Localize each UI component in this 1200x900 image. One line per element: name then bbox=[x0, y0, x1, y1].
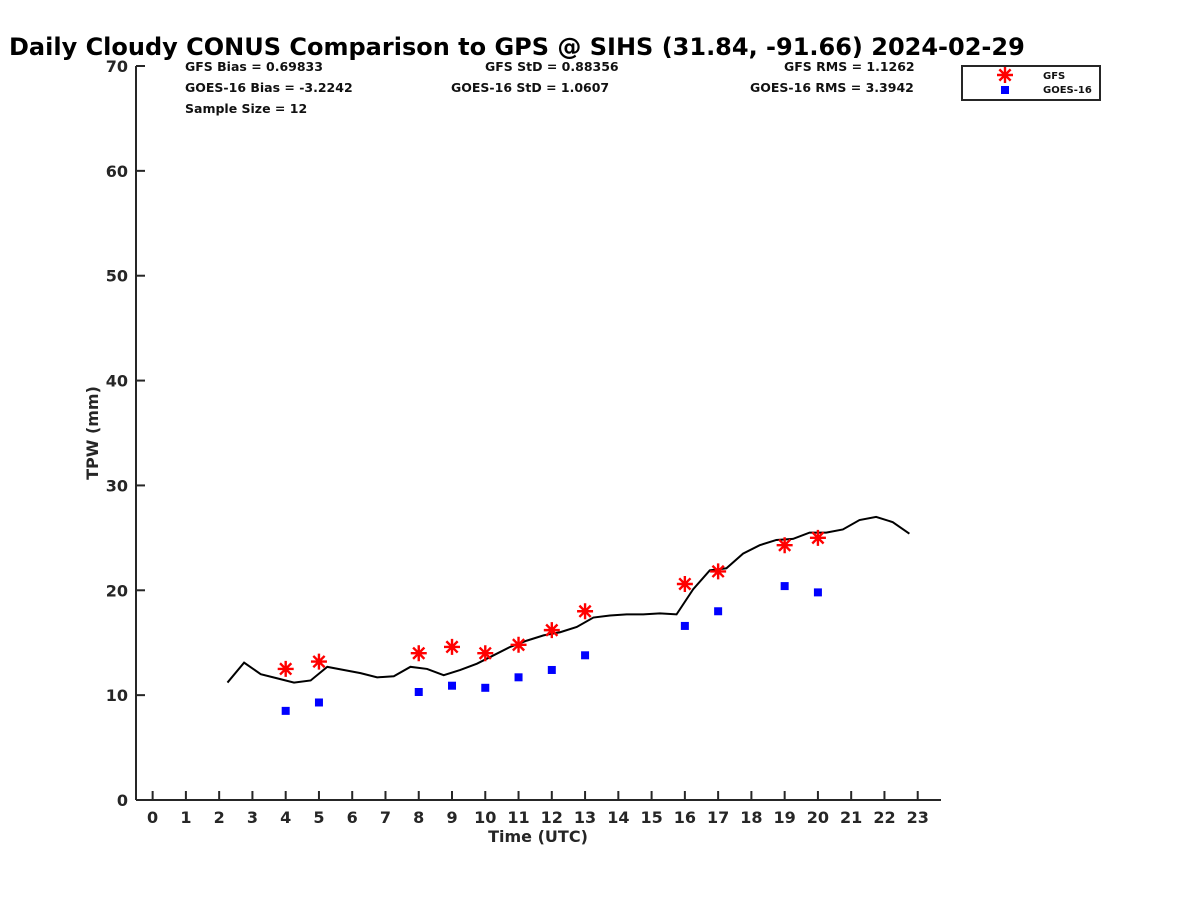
x-tick-label: 1 bbox=[180, 808, 191, 827]
x-tick-label: 6 bbox=[347, 808, 358, 827]
y-tick-label: 50 bbox=[106, 267, 128, 286]
x-tick-label: 8 bbox=[413, 808, 424, 827]
x-tick-label: 22 bbox=[873, 808, 895, 827]
x-tick-label: 0 bbox=[147, 808, 158, 827]
goes16-point bbox=[714, 607, 723, 616]
goes16-point bbox=[414, 687, 423, 696]
gfs-series bbox=[277, 529, 826, 677]
goes-rms-text: GOES-16 RMS = 3.3942 bbox=[750, 80, 914, 95]
x-tick-label: 16 bbox=[674, 808, 696, 827]
gfs-bias-text: GFS Bias = 0.69833 bbox=[185, 59, 323, 74]
goes16-point bbox=[780, 582, 789, 591]
sample-size-text: Sample Size = 12 bbox=[185, 101, 307, 116]
x-tick-label: 15 bbox=[640, 808, 662, 827]
legend: GFS GOES-16 bbox=[961, 65, 1101, 101]
gfs-point bbox=[477, 645, 494, 662]
gfs-point bbox=[444, 638, 461, 655]
stats-block: GFS Bias = 0.69833 GFS StD = 0.88356 GFS… bbox=[185, 59, 915, 116]
x-tick-label: 12 bbox=[541, 808, 563, 827]
goes16-point bbox=[481, 683, 490, 692]
y-axis-label: TPW (mm) bbox=[83, 386, 102, 480]
x-tick-label: 17 bbox=[707, 808, 729, 827]
plot-area bbox=[135, 66, 941, 801]
goes16-point bbox=[581, 651, 590, 660]
gfs-point bbox=[776, 537, 793, 554]
x-tick-label: 20 bbox=[807, 808, 829, 827]
y-tick-label: 60 bbox=[106, 162, 128, 181]
gfs-point bbox=[676, 575, 693, 592]
x-ticks: 0 1 2 3 4 5 6 7 8 9 10 11 12 13 14 15 16 17 18 19 20 21 22 23 bbox=[147, 791, 929, 827]
legend-gfs-star-mark bbox=[997, 67, 1013, 83]
goes16-point bbox=[547, 665, 556, 674]
goes16-point bbox=[680, 621, 689, 630]
legend-goes-square-icon bbox=[1001, 86, 1009, 94]
legend-gfs-star-icon bbox=[997, 67, 1013, 83]
goes16-point bbox=[514, 673, 523, 682]
goes16-point bbox=[281, 706, 290, 715]
goes-std-text: GOES-16 StD = 1.0607 bbox=[451, 80, 609, 95]
gfs-point bbox=[710, 563, 727, 580]
x-axis-label: Time (UTC) bbox=[488, 827, 588, 846]
x-tick-label: 3 bbox=[247, 808, 258, 827]
gps-tpw-line bbox=[226, 515, 910, 684]
y-tick-label: 30 bbox=[106, 476, 128, 495]
x-tick-label: 18 bbox=[740, 808, 762, 827]
gfs-std-text: GFS StD = 0.88356 bbox=[485, 59, 619, 74]
y-ticks: 0 10 20 30 40 50 60 70 bbox=[106, 57, 145, 810]
chart-title: Daily Cloudy CONUS Comparison to GPS @ S… bbox=[9, 33, 1025, 61]
y-tick-label: 40 bbox=[106, 372, 128, 391]
gfs-rms-text: GFS RMS = 1.1262 bbox=[784, 59, 915, 74]
gfs-point bbox=[277, 660, 294, 677]
goes-bias-text: GOES-16 Bias = -3.2242 bbox=[185, 80, 353, 95]
x-tick-label: 23 bbox=[907, 808, 929, 827]
gps-line-series bbox=[226, 515, 910, 684]
x-tick-label: 21 bbox=[840, 808, 862, 827]
y-tick-label: 0 bbox=[117, 791, 128, 810]
goes16-point bbox=[448, 681, 457, 690]
goes16-point bbox=[813, 588, 822, 597]
x-tick-label: 2 bbox=[214, 808, 225, 827]
y-tick-label: 20 bbox=[106, 581, 128, 600]
y-tick-label: 10 bbox=[106, 686, 128, 705]
gfs-point bbox=[310, 653, 327, 670]
x-tick-label: 13 bbox=[574, 808, 596, 827]
x-tick-label: 19 bbox=[774, 808, 796, 827]
x-tick-label: 7 bbox=[380, 808, 391, 827]
x-tick-label: 14 bbox=[607, 808, 629, 827]
x-tick-label: 5 bbox=[313, 808, 324, 827]
gfs-point bbox=[577, 603, 594, 620]
legend-box bbox=[961, 65, 1101, 101]
goes16-series bbox=[281, 582, 822, 715]
x-tick-label: 4 bbox=[280, 808, 291, 827]
y-tick-label: 70 bbox=[106, 57, 128, 76]
legend-goes-label: GOES-16 bbox=[1043, 85, 1092, 96]
x-tick-label: 10 bbox=[474, 808, 496, 827]
gfs-point bbox=[809, 529, 826, 546]
x-tick-label: 11 bbox=[507, 808, 529, 827]
legend-gfs-label: GFS bbox=[1043, 71, 1065, 82]
gfs-point bbox=[410, 645, 427, 662]
gfs-point bbox=[510, 636, 527, 653]
x-tick-label: 9 bbox=[446, 808, 457, 827]
gfs-point bbox=[543, 622, 560, 639]
goes16-point bbox=[314, 698, 323, 707]
